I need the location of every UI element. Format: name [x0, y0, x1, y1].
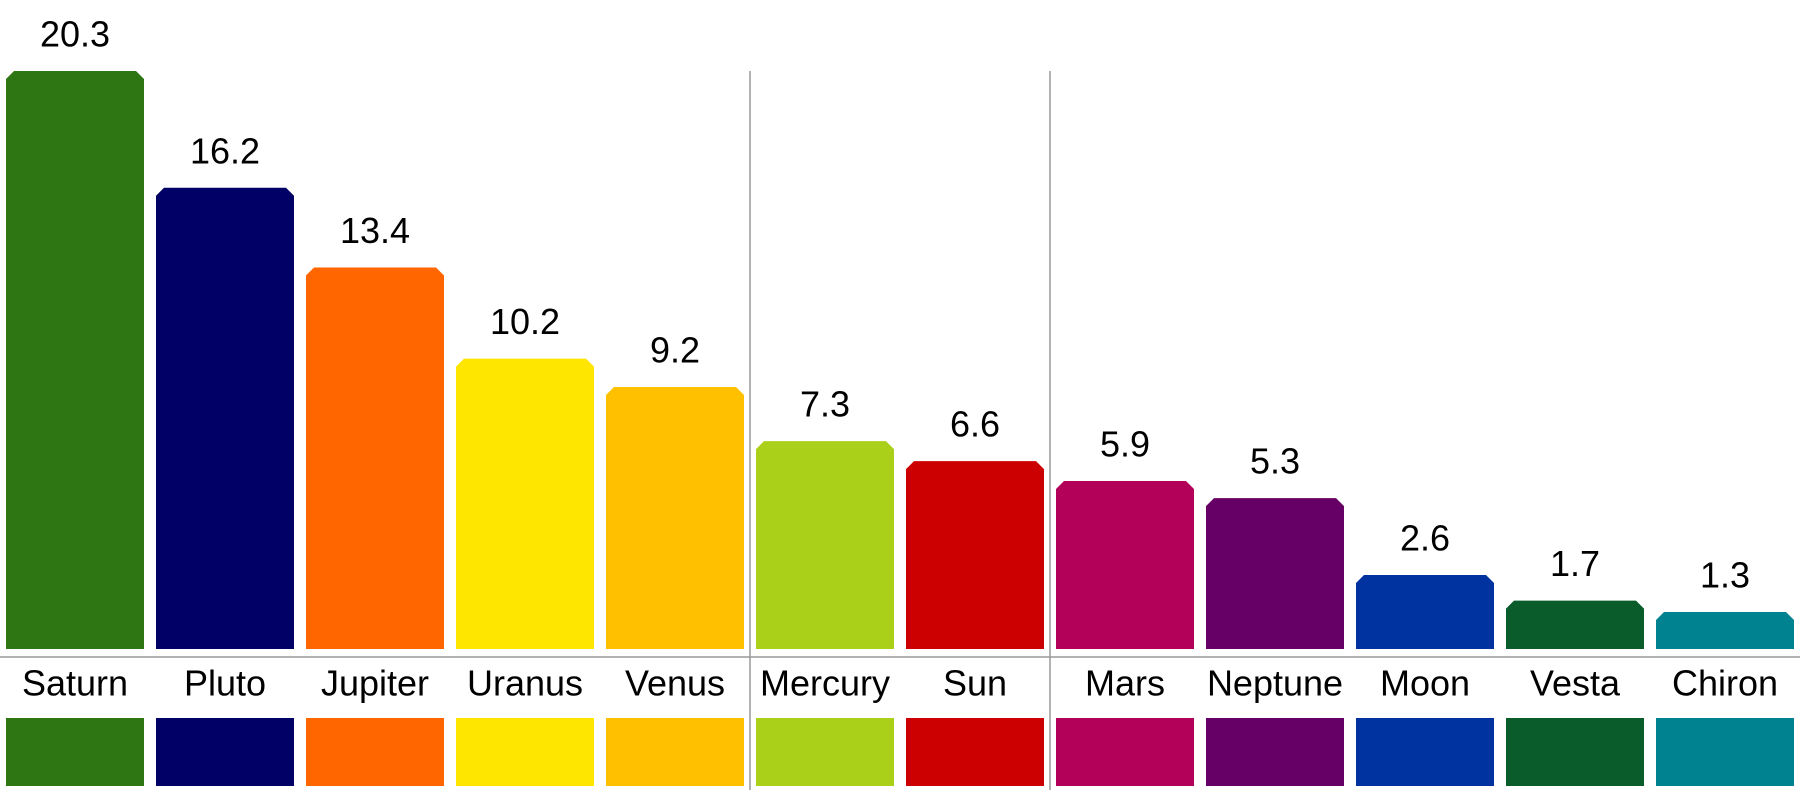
category-label: Mercury — [760, 663, 890, 704]
value-label: 16.2 — [190, 130, 260, 171]
category-label: Vesta — [1530, 663, 1621, 704]
category-label: Uranus — [467, 663, 583, 704]
value-label: 7.3 — [800, 384, 850, 425]
value-label: 1.7 — [1550, 543, 1600, 584]
category-label: Moon — [1380, 663, 1470, 704]
category-label: Mars — [1085, 663, 1165, 704]
color-swatch — [1206, 718, 1344, 786]
value-label: 5.9 — [1100, 424, 1150, 465]
bar — [456, 358, 594, 649]
value-label: 2.6 — [1400, 517, 1450, 558]
bar — [6, 71, 144, 649]
value-label: 13.4 — [340, 210, 410, 251]
bar — [756, 441, 894, 649]
category-label: Saturn — [22, 663, 128, 704]
bar — [906, 461, 1044, 649]
category-label: Jupiter — [321, 663, 429, 704]
color-swatch — [1506, 718, 1644, 786]
value-label: 5.3 — [1250, 441, 1300, 482]
color-swatch — [6, 718, 144, 786]
color-swatch — [306, 718, 444, 786]
color-swatch — [1656, 718, 1794, 786]
color-swatch — [606, 718, 744, 786]
bar — [1506, 600, 1644, 649]
category-label: Venus — [625, 663, 725, 704]
color-swatch — [756, 718, 894, 786]
bar — [606, 387, 744, 649]
color-swatch — [156, 718, 294, 786]
category-label: Sun — [943, 663, 1007, 704]
bar — [156, 187, 294, 649]
bar — [1356, 574, 1494, 649]
value-label: 1.3 — [1700, 555, 1750, 596]
bar — [306, 267, 444, 649]
value-label: 6.6 — [950, 404, 1000, 445]
value-label: 9.2 — [650, 330, 700, 371]
bar — [1656, 611, 1794, 649]
color-swatch — [1356, 718, 1494, 786]
value-label: 20.3 — [40, 14, 110, 55]
color-swatch — [456, 718, 594, 786]
category-label: Chiron — [1672, 663, 1778, 704]
value-label: 10.2 — [490, 301, 560, 342]
color-swatch — [906, 718, 1044, 786]
category-label: Neptune — [1207, 663, 1343, 704]
category-label: Pluto — [184, 663, 266, 704]
bar — [1206, 498, 1344, 649]
bar — [1056, 481, 1194, 649]
color-swatch — [1056, 718, 1194, 786]
